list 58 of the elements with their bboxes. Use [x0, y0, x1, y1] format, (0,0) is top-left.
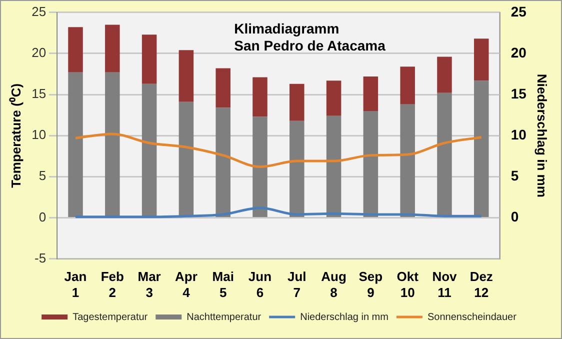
bar	[105, 72, 120, 217]
legend-label: Sonnenscheindauer	[427, 312, 518, 323]
bar	[290, 120, 304, 217]
x-tick-label: Jun 6	[248, 269, 272, 300]
x-tick-label: Dez 12	[470, 269, 494, 300]
x-tick-label: Jan 1	[64, 269, 87, 300]
bar	[474, 80, 489, 217]
bar	[326, 116, 342, 217]
x-tick-label: Mai 5	[212, 269, 234, 300]
bar	[437, 92, 452, 217]
y-tick-label: 5	[38, 168, 46, 184]
bar	[178, 50, 194, 102]
bar	[142, 34, 157, 84]
legend-label: Nachttemperatur	[186, 312, 262, 323]
bar	[474, 38, 489, 81]
y2-tick-label: 25	[510, 3, 527, 20]
y-tick-label: 20	[32, 45, 46, 60]
bar	[178, 102, 194, 217]
bar	[105, 24, 120, 72]
y2-tick-label: 20	[510, 44, 527, 60]
y-tick-label: 0	[38, 209, 46, 224]
y2-tick-label: 15	[510, 85, 527, 102]
bar	[400, 104, 415, 217]
bar	[400, 66, 415, 104]
bar	[363, 110, 378, 217]
bar	[437, 56, 452, 93]
bar	[326, 80, 342, 116]
y2-tick-label: 10	[510, 126, 527, 142]
x-tick-label: Sep 9	[358, 269, 383, 300]
bar	[68, 27, 83, 72]
y-tick-label: 15	[32, 86, 46, 102]
x-tick-label: Mar 3	[138, 269, 161, 300]
bar	[252, 77, 268, 117]
bar	[216, 68, 230, 108]
y-tick-label: 25	[32, 4, 46, 19]
y2-axis-title: Niederschlag in mm	[534, 74, 550, 198]
bar	[142, 84, 157, 217]
x-tick-label: Okt 10	[396, 269, 420, 300]
y2-tick-label: 0	[510, 208, 519, 225]
legend-label: Niederschlag in mm	[300, 312, 388, 323]
y-tick-label: -5	[34, 250, 46, 266]
x-tick-label: Nov 11	[432, 269, 458, 300]
legend-label: Tagestemperatur	[72, 312, 148, 323]
bar	[290, 84, 304, 121]
x-tick-label: Jul 7	[287, 269, 306, 300]
bar	[68, 72, 83, 217]
line-series	[74, 206, 483, 218]
x-tick-label: Aug 8	[321, 269, 346, 300]
x-tick-label: Feb 2	[100, 269, 124, 300]
bar	[216, 108, 230, 217]
text: Klimadiagramm San Pedro de Atacama	[234, 20, 386, 54]
x-tick-label: Apr 4	[175, 269, 198, 300]
y-axis-title: Temperature (⁰C)	[8, 83, 24, 188]
y2-tick-label: 5	[510, 168, 519, 184]
bar	[363, 76, 378, 111]
y-tick-label: 10	[32, 127, 46, 142]
bar	[252, 116, 268, 217]
line-series	[74, 132, 483, 168]
